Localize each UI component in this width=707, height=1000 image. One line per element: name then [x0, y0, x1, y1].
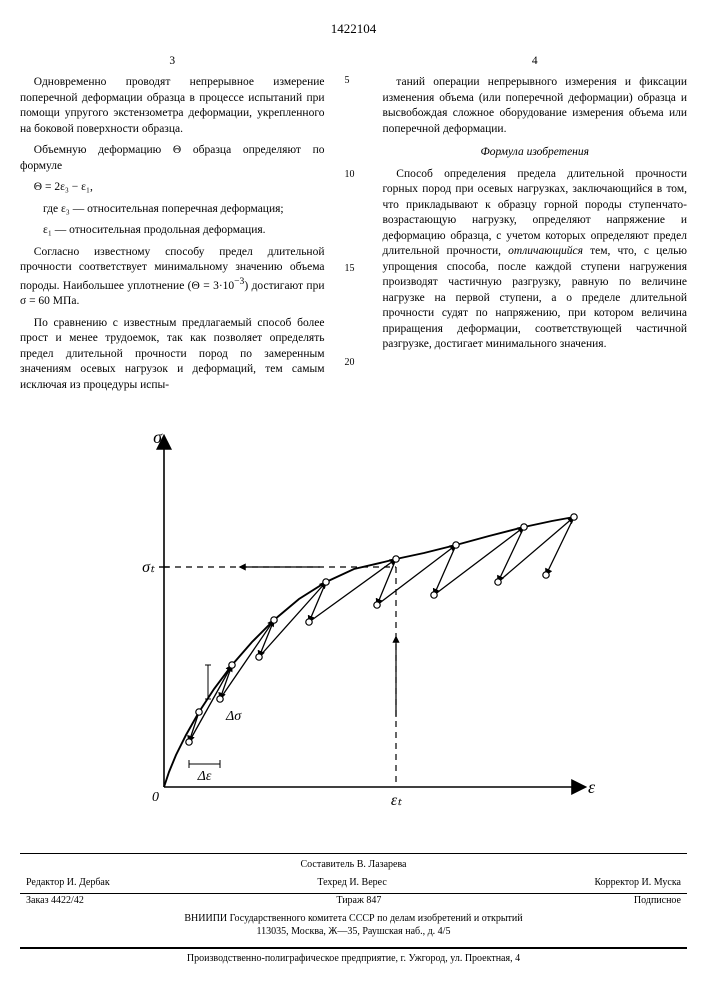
- printer: Производственно-полиграфическое предприя…: [20, 948, 687, 966]
- stress-strain-chart: σ ε 0 σₜ εₜ Δσ Δε: [20, 417, 687, 837]
- imprint: Составитель В. Лазарева Редактор И. Дерб…: [20, 853, 687, 948]
- org: ВНИИПИ Государственного комитета СССР по…: [184, 913, 522, 924]
- corrector: Корректор И. Муска: [594, 876, 681, 890]
- col-num-right: 4: [383, 54, 688, 70]
- svg-text:εₜ: εₜ: [390, 792, 401, 809]
- para: Одновременно проводят непрерывное измере…: [20, 75, 325, 137]
- subscribed: Подписное: [634, 894, 681, 908]
- claims-title: Формула изобретения: [383, 145, 688, 161]
- definition: где ε₃ — относительная поперечная деформ…: [43, 202, 325, 218]
- line-numbers: 5 10 15 20: [345, 54, 363, 400]
- svg-text:σ: σ: [153, 427, 163, 447]
- right-column: 4 таний операции непрерывного измерения …: [383, 54, 688, 400]
- formula: Θ = 2ε₃ − ε₁,: [34, 180, 325, 196]
- svg-text:ε: ε: [588, 777, 596, 797]
- para: Способ определения предела длительной пр…: [383, 167, 688, 353]
- svg-text:Δε: Δε: [196, 769, 211, 784]
- two-column-text: 3 Одновременно проводят непрерывное изме…: [20, 54, 687, 400]
- print-run: Тираж 847: [336, 894, 381, 908]
- para: По сравнению с известным предлагаемый сп…: [20, 316, 325, 394]
- svg-text:0: 0: [152, 790, 159, 805]
- left-column: 3 Одновременно проводят непрерывное изме…: [20, 54, 325, 400]
- para: Объемную деформацию Θ образца определяют…: [20, 143, 325, 174]
- org-addr: 113035, Москва, Ж—35, Раушская наб., д. …: [257, 926, 451, 937]
- compiler: Составитель В. Лазарева: [20, 858, 687, 872]
- chart-svg: σ ε 0 σₜ εₜ Δσ Δε: [94, 417, 614, 837]
- para: Согласно известному способу предел длите…: [20, 245, 325, 310]
- definition: ε₁ — относительная продольная деформация…: [43, 223, 325, 239]
- para: таний операции непрерывного измерения и …: [383, 75, 688, 137]
- col-num-left: 3: [20, 54, 325, 70]
- doc-number: 1422104: [20, 20, 687, 38]
- order-number: Заказ 4422/42: [26, 894, 84, 908]
- svg-text:Δσ: Δσ: [225, 709, 242, 724]
- tech-editor: Техред И. Верес: [317, 876, 386, 890]
- editor: Редактор И. Дербак: [26, 876, 110, 890]
- svg-text:σₜ: σₜ: [142, 559, 155, 576]
